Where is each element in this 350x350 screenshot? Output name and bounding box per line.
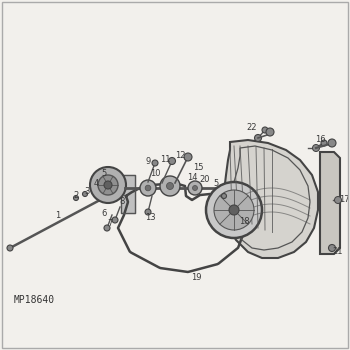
Text: 2: 2 — [74, 191, 79, 201]
Text: 10: 10 — [150, 169, 160, 178]
Text: 22: 22 — [247, 122, 257, 132]
Circle shape — [83, 191, 88, 196]
Text: 5: 5 — [214, 180, 219, 189]
Circle shape — [112, 217, 118, 223]
Text: 12: 12 — [175, 150, 185, 160]
Text: 17: 17 — [339, 196, 349, 204]
Circle shape — [193, 186, 197, 190]
Circle shape — [222, 194, 226, 198]
Text: 18: 18 — [239, 217, 249, 226]
Circle shape — [98, 175, 118, 195]
Text: 3: 3 — [84, 188, 90, 196]
Text: 21: 21 — [333, 247, 343, 257]
Text: 5: 5 — [102, 168, 107, 177]
Text: 20: 20 — [200, 175, 210, 184]
Polygon shape — [121, 175, 135, 213]
Text: MP18640: MP18640 — [14, 295, 55, 305]
Circle shape — [140, 180, 156, 196]
Text: 4: 4 — [93, 180, 99, 189]
Circle shape — [262, 127, 268, 133]
Circle shape — [90, 167, 126, 203]
Circle shape — [184, 153, 192, 161]
Text: 19: 19 — [191, 273, 201, 282]
Circle shape — [206, 182, 262, 238]
Circle shape — [104, 225, 110, 231]
Polygon shape — [224, 140, 318, 258]
Circle shape — [168, 158, 175, 164]
Circle shape — [254, 134, 261, 141]
Text: 1: 1 — [55, 210, 61, 219]
Text: 6: 6 — [101, 209, 107, 217]
Circle shape — [167, 182, 174, 189]
Text: 9: 9 — [145, 158, 150, 167]
Text: 7: 7 — [107, 219, 113, 229]
Text: 16: 16 — [315, 135, 325, 145]
Text: 13: 13 — [145, 214, 155, 223]
Text: 14: 14 — [187, 174, 197, 182]
Circle shape — [214, 190, 254, 230]
Circle shape — [160, 176, 180, 196]
Text: 8: 8 — [119, 197, 125, 206]
Circle shape — [74, 196, 78, 201]
Circle shape — [328, 139, 336, 147]
Circle shape — [335, 196, 342, 203]
Polygon shape — [320, 152, 340, 254]
Text: 11: 11 — [160, 155, 170, 164]
Circle shape — [321, 140, 327, 146]
Circle shape — [188, 181, 202, 195]
Circle shape — [152, 160, 158, 166]
Text: 15: 15 — [193, 163, 203, 173]
Circle shape — [145, 185, 151, 191]
Circle shape — [145, 209, 151, 215]
Circle shape — [329, 245, 336, 252]
Circle shape — [229, 205, 239, 215]
Circle shape — [104, 181, 112, 189]
Circle shape — [266, 128, 274, 136]
Circle shape — [313, 145, 320, 152]
Circle shape — [7, 245, 13, 251]
